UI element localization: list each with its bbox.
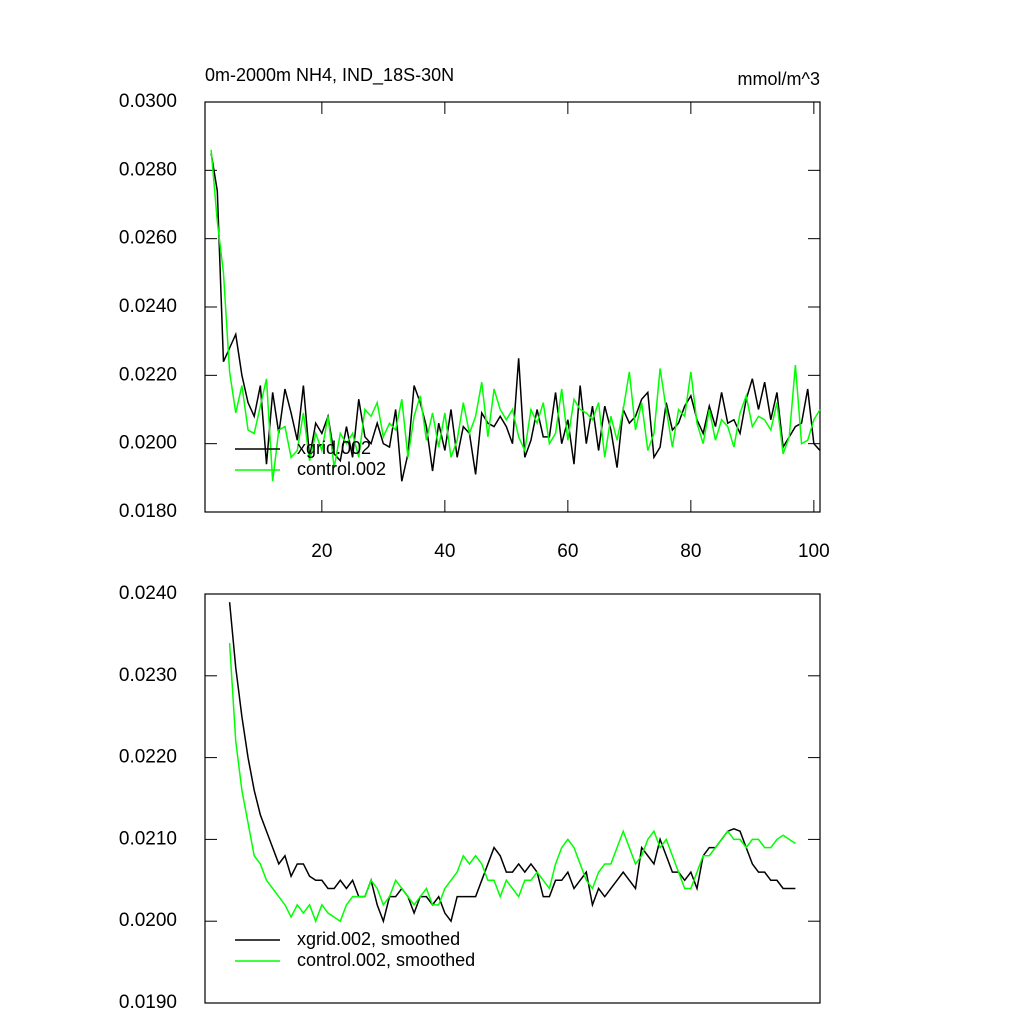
x-tick-label: 100 (798, 541, 830, 562)
y-tick-label: 0.0220 (119, 747, 177, 768)
data-line (228, 602, 796, 924)
legend-label: xgrid.002 (297, 438, 371, 458)
y-tick-label: 0.0300 (119, 91, 177, 112)
data-line (228, 643, 796, 924)
legend-label: control.002 (297, 459, 386, 479)
units-label: mmol/m^3 (738, 69, 820, 89)
y-tick-label: 0.0210 (119, 828, 177, 849)
data-line (210, 149, 821, 482)
legend-label: control.002, smoothed (297, 950, 475, 970)
y-tick-label: 0.0240 (119, 296, 177, 317)
y-tick-label: 0.0200 (119, 910, 177, 931)
plot-frame (204, 593, 821, 1004)
y-tick-label: 0.0260 (119, 228, 177, 249)
y-tick-label: 0.0240 (119, 583, 177, 604)
y-tick-label: 0.0220 (119, 364, 177, 385)
legend-label: xgrid.002, smoothed (297, 929, 460, 949)
y-tick-label: 0.0230 (119, 665, 177, 686)
chart-title: 0m-2000m NH4, IND_18S-30N (205, 65, 454, 86)
data-line (210, 153, 821, 482)
x-tick-label: 40 (434, 541, 455, 562)
x-tick-label: 80 (680, 541, 701, 562)
x-tick-label: 60 (557, 541, 578, 562)
y-tick-label: 0.0200 (119, 433, 177, 454)
y-tick-label: 0.0280 (119, 159, 177, 180)
y-tick-label: 0.0190 (119, 992, 177, 1013)
x-tick-label: 20 (311, 541, 332, 562)
y-tick-label: 0.0180 (119, 501, 177, 522)
